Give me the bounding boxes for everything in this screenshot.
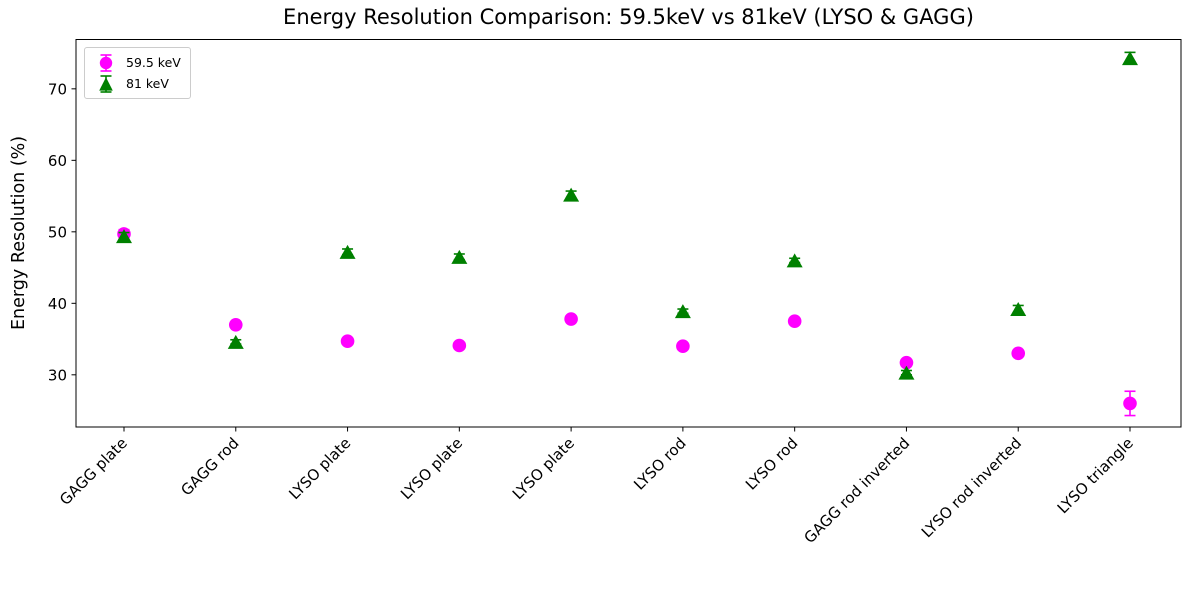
data-point-circle bbox=[228, 317, 243, 332]
y-tick-label: 50 bbox=[48, 223, 67, 241]
triangle-marker-icon bbox=[99, 76, 113, 91]
legend-label-59-5kev: 59.5 keV bbox=[126, 55, 181, 70]
x-tick-label: LYSO rod bbox=[630, 434, 690, 494]
y-tick-label: 30 bbox=[48, 366, 67, 384]
x-tick-label: LYSO plate bbox=[397, 434, 466, 503]
circle-marker-icon bbox=[99, 56, 113, 69]
y-tick-label: 60 bbox=[48, 152, 67, 170]
y-tick-label: 70 bbox=[48, 80, 67, 98]
x-tick-label: LYSO plate bbox=[285, 434, 354, 503]
x-tick-label: GAGG plate bbox=[56, 434, 131, 509]
data-point-triangle bbox=[339, 244, 356, 259]
legend-label-81kev: 81 keV bbox=[126, 76, 169, 91]
x-tick-label: LYSO plate bbox=[509, 434, 578, 503]
data-point-circle bbox=[787, 314, 802, 328]
data-point-triangle bbox=[451, 249, 468, 264]
chart-title: Energy Resolution Comparison: 59.5keV vs… bbox=[283, 5, 974, 29]
data-point-triangle bbox=[674, 304, 691, 319]
legend-entry-81kev: 81 keV bbox=[93, 73, 181, 94]
data-point-triangle bbox=[786, 253, 803, 268]
data-point-circle bbox=[676, 339, 690, 354]
errorbar-triangle-icon bbox=[99, 74, 113, 93]
data-point-triangle bbox=[1122, 51, 1138, 66]
y-tick-label: 40 bbox=[48, 295, 67, 313]
errorbar-circle-icon bbox=[99, 53, 113, 72]
x-tick-label: LYSO rod bbox=[742, 434, 802, 494]
data-point-circle bbox=[340, 334, 355, 349]
data-point-circle bbox=[1011, 346, 1026, 361]
data-point-circle bbox=[1123, 396, 1137, 411]
data-point-triangle bbox=[898, 365, 915, 380]
data-point-triangle bbox=[227, 334, 244, 349]
x-tick-label: LYSO triangle bbox=[1054, 434, 1137, 517]
x-tick-label: GAGG rod inverted bbox=[800, 434, 913, 547]
x-tick-label: LYSO rod inverted bbox=[918, 434, 1025, 541]
data-point-triangle bbox=[1010, 302, 1027, 317]
data-point-circle bbox=[452, 338, 467, 353]
data-point-triangle bbox=[116, 229, 132, 244]
legend-entry-59-5kev: 59.5 keV bbox=[93, 52, 181, 73]
plot-border bbox=[75, 39, 1182, 428]
data-point-triangle bbox=[563, 187, 580, 202]
data-point-circle bbox=[899, 355, 914, 370]
legend: 59.5 keV 81 keV bbox=[84, 47, 191, 99]
data-point-circle bbox=[564, 312, 578, 326]
x-tick-label: GAGG rod bbox=[177, 434, 242, 499]
